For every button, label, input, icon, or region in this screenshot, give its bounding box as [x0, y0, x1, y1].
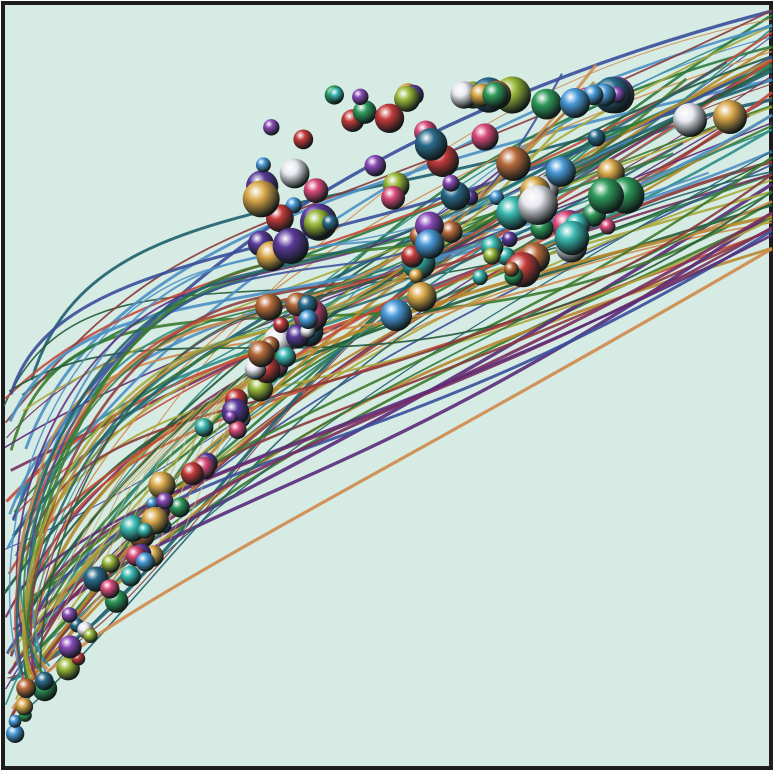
particle: [365, 155, 387, 177]
particle: [415, 128, 448, 161]
particle: [483, 248, 500, 265]
particle: [381, 186, 405, 210]
particle: [555, 221, 590, 256]
particle: [352, 89, 368, 105]
particle: [102, 554, 120, 572]
page: (() => { JSON.parse(document.getElementB…: [0, 0, 774, 771]
particle: [560, 88, 590, 118]
particle: [293, 130, 313, 150]
particle: [518, 185, 558, 225]
particle: [482, 82, 508, 108]
particle: [243, 180, 280, 217]
render: [0, 0, 774, 771]
particle: [472, 270, 487, 285]
particle: [531, 89, 562, 120]
particle: [280, 159, 310, 189]
particle: [156, 493, 173, 510]
particle: [496, 146, 531, 181]
particle: [502, 232, 518, 248]
particle: [380, 299, 412, 331]
particle: [273, 317, 289, 333]
particle: [15, 698, 33, 716]
particle: [304, 178, 329, 203]
particle: [229, 421, 247, 439]
particle: [59, 635, 82, 658]
particle: [546, 157, 576, 187]
particle: [673, 103, 707, 137]
particle: [415, 229, 445, 259]
particle: [225, 411, 238, 424]
particle: [255, 293, 282, 320]
particle: [273, 228, 309, 264]
particle: [195, 418, 214, 437]
particle: [62, 607, 78, 623]
particle: [16, 678, 36, 698]
particle: [83, 629, 97, 643]
particle: [137, 523, 152, 538]
particle: [600, 219, 615, 234]
particle: [407, 282, 437, 312]
particle: [443, 175, 460, 192]
particle: [263, 119, 279, 135]
particle: [35, 672, 54, 691]
particle: [120, 566, 141, 587]
particle: [136, 552, 155, 571]
particle: [181, 462, 204, 485]
particle: [588, 129, 606, 147]
particle: [471, 123, 498, 150]
particle: [409, 269, 424, 284]
particle: [504, 262, 519, 277]
particle: [713, 100, 747, 134]
particle: [588, 178, 624, 214]
particle: [100, 579, 119, 598]
particle: [248, 341, 275, 368]
particle: [329, 88, 344, 103]
particle: [322, 215, 338, 231]
particle: [375, 104, 404, 133]
particle: [299, 310, 318, 329]
particle: [256, 157, 271, 172]
